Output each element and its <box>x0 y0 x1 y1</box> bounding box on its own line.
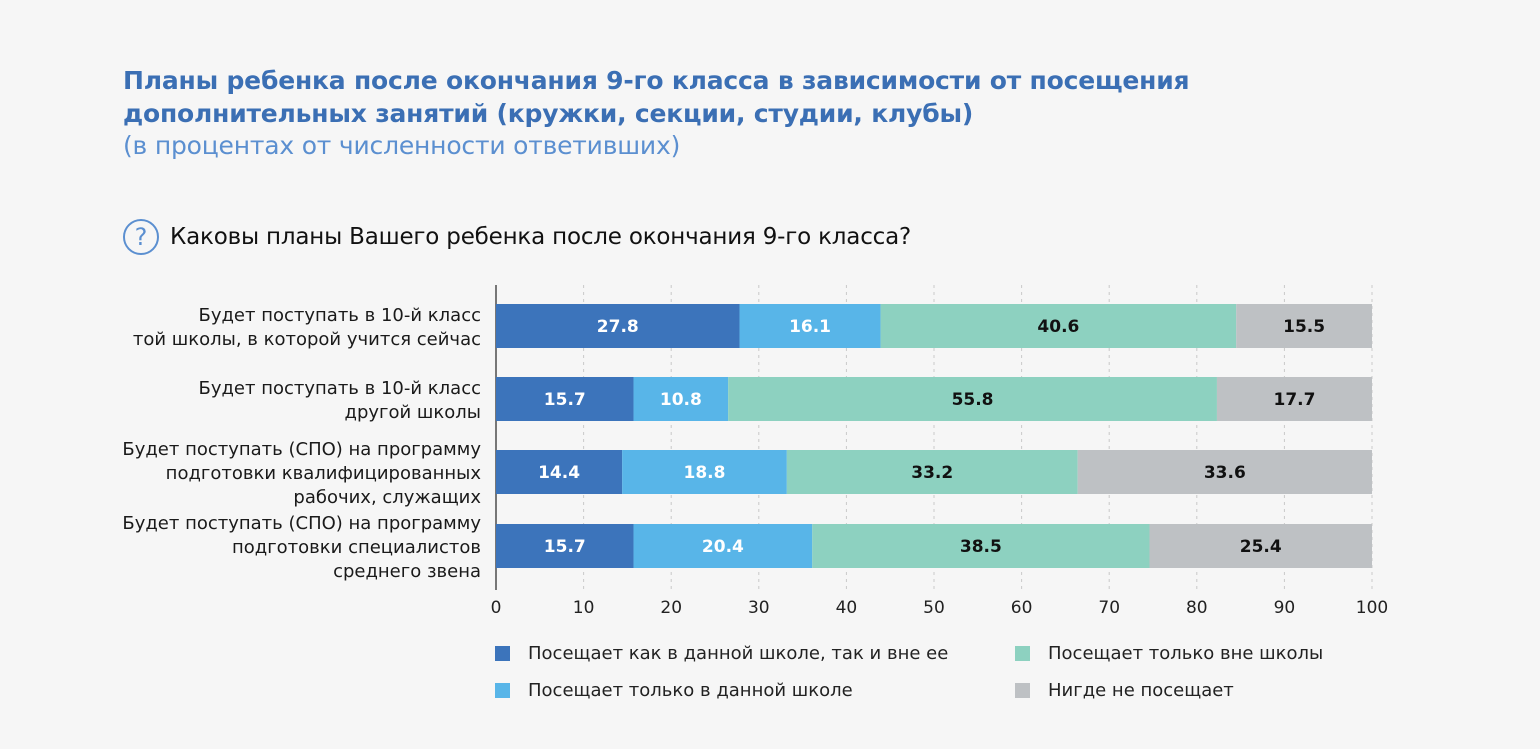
bar-segment <box>739 304 881 348</box>
category-label: Будет поступать (СПО) на программу <box>122 513 481 534</box>
data-label: 16.1 <box>789 317 831 337</box>
chart-legend: Посещает как в данной школе, так и вне е… <box>495 643 1395 713</box>
category-label: подготовки квалифицированных <box>166 463 482 484</box>
data-label: 33.2 <box>911 463 953 483</box>
data-label: 55.8 <box>952 390 994 410</box>
category-label: среднего звена <box>333 561 481 582</box>
chart-subtitle: (в процентах от численности ответивших) <box>123 131 681 160</box>
bar-segment <box>1149 524 1372 568</box>
bar-segment <box>728 377 1217 421</box>
legend-label: Посещает только вне школы <box>1048 643 1324 664</box>
x-tick-label: 0 <box>491 598 502 618</box>
category-label: Будет поступать в 10-й класс <box>198 378 481 399</box>
legend-item: Посещает только вне школы <box>1015 643 1323 664</box>
legend-item: Нигде не посещает <box>1015 680 1234 701</box>
bar-segment <box>1216 377 1372 421</box>
bar-segment <box>633 377 729 421</box>
legend-swatch <box>495 646 510 661</box>
x-tick-label: 90 <box>1274 598 1296 618</box>
bar-segment <box>633 524 813 568</box>
question-circle-icon: ? <box>123 219 159 255</box>
data-label: 25.4 <box>1240 537 1282 557</box>
chart-header: Планы ребенка после окончания 9-го класс… <box>123 64 1423 162</box>
bar-segment <box>496 304 740 348</box>
x-tick-label: 70 <box>1098 598 1120 618</box>
category-label: Будет поступать в 10-й класс <box>198 305 481 326</box>
category-label: подготовки специалистов <box>232 537 481 558</box>
chart-title: Планы ребенка после окончания 9-го класс… <box>123 66 1190 128</box>
data-label: 18.8 <box>684 463 726 483</box>
x-tick-label: 20 <box>660 598 682 618</box>
data-label: 17.7 <box>1273 390 1315 410</box>
category-label: рабочих, служащих <box>293 487 481 508</box>
x-tick-label: 50 <box>923 598 945 618</box>
data-label: 15.7 <box>544 390 586 410</box>
legend-label: Посещает как в данной школе, так и вне е… <box>528 643 949 664</box>
data-label: 15.5 <box>1283 317 1325 337</box>
data-label: 27.8 <box>597 317 639 337</box>
bar-segment <box>1236 304 1372 348</box>
x-tick-label: 40 <box>836 598 858 618</box>
x-tick-label: 100 <box>1356 598 1388 618</box>
x-tick-label: 80 <box>1186 598 1208 618</box>
question-text: Каковы планы Вашего ребенка после оконча… <box>170 224 911 250</box>
data-label: 38.5 <box>960 537 1002 557</box>
legend-item: Посещает как в данной школе, так и вне е… <box>495 643 948 664</box>
x-tick-label: 10 <box>573 598 595 618</box>
data-label: 15.7 <box>544 537 586 557</box>
bar-segment <box>880 304 1237 348</box>
legend-label: Посещает только в данной школе <box>528 680 853 701</box>
legend-item: Посещает только в данной школе <box>495 680 853 701</box>
category-label: другой школы <box>345 402 482 423</box>
bar-segment <box>496 524 634 568</box>
bar-segment <box>812 524 1150 568</box>
legend-swatch <box>495 683 510 698</box>
legend-swatch <box>1015 646 1030 661</box>
bar-segment <box>1077 450 1372 494</box>
data-label: 14.4 <box>538 463 580 483</box>
stacked-bar-chart: 27.8 16.1 40.6 15.5 Будет поступать в 10-й к… <box>122 285 1388 618</box>
bar-segment <box>622 450 787 494</box>
category-label: той школы, в которой учится сейчас <box>133 329 481 350</box>
data-label: 33.6 <box>1204 463 1246 483</box>
bar-segment <box>786 450 1078 494</box>
category-label: Будет поступать (СПО) на программу <box>122 439 481 460</box>
x-tick-label: 30 <box>748 598 770 618</box>
x-tick-label: 60 <box>1011 598 1033 618</box>
legend-label: Нигде не посещает <box>1048 680 1234 701</box>
legend-swatch <box>1015 683 1030 698</box>
bar-segment <box>496 450 623 494</box>
data-label: 20.4 <box>702 537 744 557</box>
question-row: ? Каковы планы Вашего ребенка после окон… <box>123 216 911 258</box>
bar-segment <box>496 377 634 421</box>
data-label: 40.6 <box>1037 317 1079 337</box>
data-label: 10.8 <box>660 390 702 410</box>
